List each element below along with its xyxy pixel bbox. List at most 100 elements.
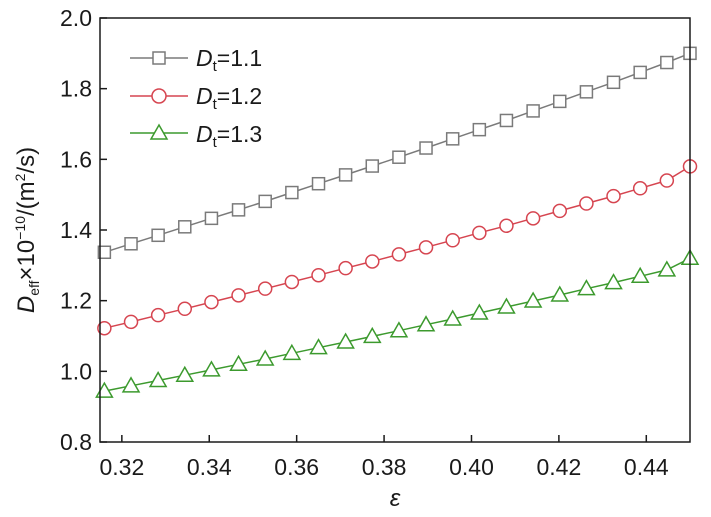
data-point-square [204,211,219,226]
data-point-square [472,122,487,137]
data-point-triangle [229,354,248,372]
y-tick-label: 2.0 [60,5,92,31]
data-point-circle [472,225,487,241]
legend-label-1-symbol: D [196,45,213,71]
x-tick-label: 0.40 [449,454,494,480]
x-tick-label: 0.36 [274,454,319,480]
legend-label-2-value: =1.2 [217,83,262,109]
data-point-circle [525,211,541,226]
data-point-square [124,237,138,251]
data-point-triangle [255,349,275,366]
series-2 [97,159,698,336]
data-point-circle [150,307,166,323]
data-point-square [526,104,540,118]
legend-label-2-subscript: t [213,96,218,113]
data-point-square [553,94,567,109]
y-axis-title-unit-exponent: 2 [12,173,28,181]
x-tick-label: 0.32 [99,454,144,480]
y-tick-label: 1.8 [60,76,92,102]
data-point-triangle [470,303,489,320]
data-point-square [97,245,112,260]
data-point-square [178,220,192,234]
data-point-triangle [202,360,221,377]
data-point-circle [552,203,568,219]
y-tick-label: 1.2 [60,288,92,314]
data-point-circle [338,260,353,276]
tick-layer: 0.32 0.34 0.36 0.38 0.40 0.42 0.44 0.8 1.0 1.2 1.4… [60,5,669,480]
y-axis-title-multiplier: ×10 [13,240,40,281]
data-point-circle [632,181,648,196]
series-3 [95,248,700,398]
data-point-square [392,150,406,164]
data-point-square [445,132,460,146]
data-point-triangle [336,332,355,349]
y-axis-title-unit-end: /s) [13,147,40,174]
y-axis-title: Deff×10−10/(m2/s) [12,147,42,313]
data-point-circle [391,247,407,262]
series-1 [97,46,697,260]
y-axis-title-subscript: eff [26,280,42,295]
legend-label-2-symbol: D [196,83,213,109]
data-point-triangle [309,338,328,355]
data-point-circle [445,232,460,248]
data-point-circle [606,188,621,204]
data-point-triangle [657,260,677,277]
data-point-square [258,194,272,209]
data-point-square [151,228,165,243]
x-axis-title: ε [390,485,401,512]
legend-label-1-subscript: t [213,58,218,75]
data-point-triangle [523,291,543,308]
data-point-square [285,185,299,200]
y-axis-title-exponent: −10 [12,216,28,240]
data-point-circle [659,173,675,188]
legend-label-1: Dt=1.1 [196,45,262,75]
data-point-square [338,168,353,182]
data-point-circle [257,281,273,296]
series-layer [95,46,700,398]
data-point-circle [284,274,300,290]
legend-label-3-symbol: D [196,121,213,147]
data-point-circle [365,254,380,269]
y-tick-label: 1.0 [60,358,92,384]
data-point-circle [204,294,219,310]
legend-label-3-subscript: t [213,134,218,151]
data-point-square [365,159,380,173]
legend-triangle-marker [149,123,169,140]
data-point-square [499,113,514,128]
legend-label-3-value: =1.3 [217,121,262,147]
legend-entry-1: Dt=1.1 [130,45,262,75]
data-point-circle [123,314,139,330]
data-point-circle [311,267,326,283]
legend-label-1-value: =1.1 [217,45,262,71]
data-point-triangle [282,343,302,361]
data-point-square [419,141,433,155]
data-point-square [579,85,594,99]
data-point-triangle [550,285,570,302]
data-point-circle [231,288,246,303]
x-tick-label: 0.44 [624,454,669,480]
legend-circle-marker [151,88,167,104]
y-axis-title-symbol: D [13,296,40,313]
data-point-circle [499,218,514,234]
y-tick-label: 1.4 [60,217,92,243]
data-point-triangle [443,309,462,326]
data-point-square [606,75,621,90]
legend-entry-3: Dt=1.3 [130,121,262,151]
x-tick-label: 0.38 [362,454,407,480]
legend-label-3: Dt=1.3 [196,121,262,151]
data-point-triangle [362,326,382,344]
data-point-triangle [121,376,141,393]
x-tick-label: 0.34 [187,454,232,480]
data-point-circle [97,320,112,336]
data-point-circle [579,196,594,211]
data-point-triangle [389,321,409,338]
legend: Dt=1.1 Dt=1.2 Dt=1.3 [130,45,262,151]
data-point-circle [418,240,434,255]
data-point-square [311,176,326,191]
data-point-triangle [604,273,623,290]
legend-label-2: Dt=1.2 [196,83,262,113]
y-tick-label: 0.8 [60,429,92,455]
data-point-square [231,203,246,217]
data-point-triangle [497,297,516,314]
